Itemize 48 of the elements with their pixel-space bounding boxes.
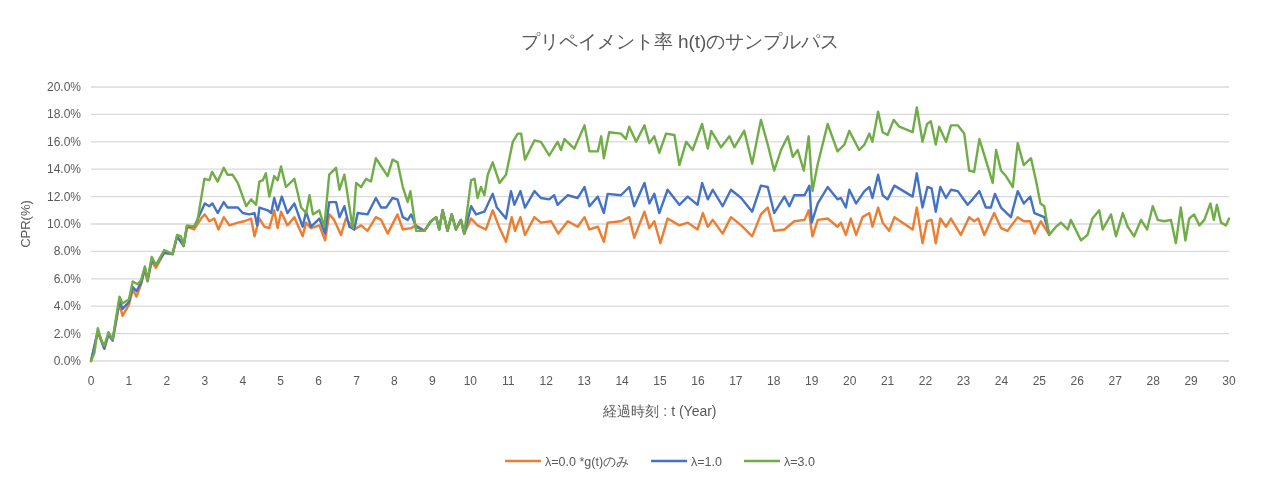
x-tick-label: 27 <box>1108 374 1123 388</box>
x-tick-label: 21 <box>880 374 895 388</box>
x-tick-label: 23 <box>956 374 971 388</box>
x-tick-label: 0 <box>87 374 95 388</box>
y-tick-label: 0.0% <box>53 354 82 368</box>
x-tick-label: 19 <box>805 374 819 388</box>
x-tick-label: 3 <box>201 374 209 388</box>
x-tick-label: 26 <box>1070 374 1085 388</box>
x-tick-label: 29 <box>1184 374 1199 388</box>
legend-label: λ=1.0 <box>691 454 723 469</box>
x-tick-label: 28 <box>1146 374 1161 388</box>
x-tick-label: 5 <box>277 374 285 388</box>
y-tick-label: 20.0% <box>46 80 82 94</box>
x-tick-label: 17 <box>729 374 743 388</box>
x-tick-label: 13 <box>577 374 592 388</box>
x-tick-label: 7 <box>353 374 361 388</box>
x-axis-title: 経過時刻 : t (Year) <box>602 403 717 419</box>
y-tick-label: 14.0% <box>46 162 82 177</box>
x-tick-label: 12 <box>539 374 554 388</box>
legend-label: λ=0.0 *g(t)のみ <box>545 454 630 469</box>
x-tick-label: 25 <box>1032 374 1047 388</box>
x-tick-label: 24 <box>994 374 1009 388</box>
y-tick-label: 18.0% <box>46 107 82 122</box>
x-tick-label: 22 <box>918 374 933 388</box>
y-tick-label: 6.0% <box>53 271 82 286</box>
x-tick-label: 10 <box>463 374 478 388</box>
legend-label: λ=3.0 <box>784 454 815 469</box>
y-tick-label: 4.0% <box>53 299 82 314</box>
y-axis-title: CPR(%) <box>18 200 33 248</box>
x-tick-label: 9 <box>429 374 437 388</box>
x-tick-label: 18 <box>767 374 781 388</box>
y-tick-label: 2.0% <box>53 326 82 341</box>
chart-title: プリペイメント率 h(t)のサンプルパス <box>520 31 840 52</box>
x-tick-label: 16 <box>691 374 705 388</box>
x-tick-label: 2 <box>163 374 171 388</box>
y-tick-label: 16.0% <box>46 134 82 149</box>
x-tick-label: 11 <box>502 374 515 388</box>
x-tick-label: 30 <box>1222 374 1236 388</box>
x-tick-label: 8 <box>391 374 399 388</box>
x-tick-label: 4 <box>239 374 247 388</box>
x-tick-label: 20 <box>842 374 857 388</box>
x-tick-label: 14 <box>615 374 630 388</box>
x-tick-label: 15 <box>653 374 667 388</box>
y-tick-label: 12.0% <box>46 189 82 204</box>
y-tick-label: 10.0% <box>46 217 82 231</box>
y-tick-label: 8.0% <box>53 244 82 259</box>
x-tick-label: 6 <box>315 374 323 388</box>
x-tick-label: 1 <box>125 374 133 388</box>
